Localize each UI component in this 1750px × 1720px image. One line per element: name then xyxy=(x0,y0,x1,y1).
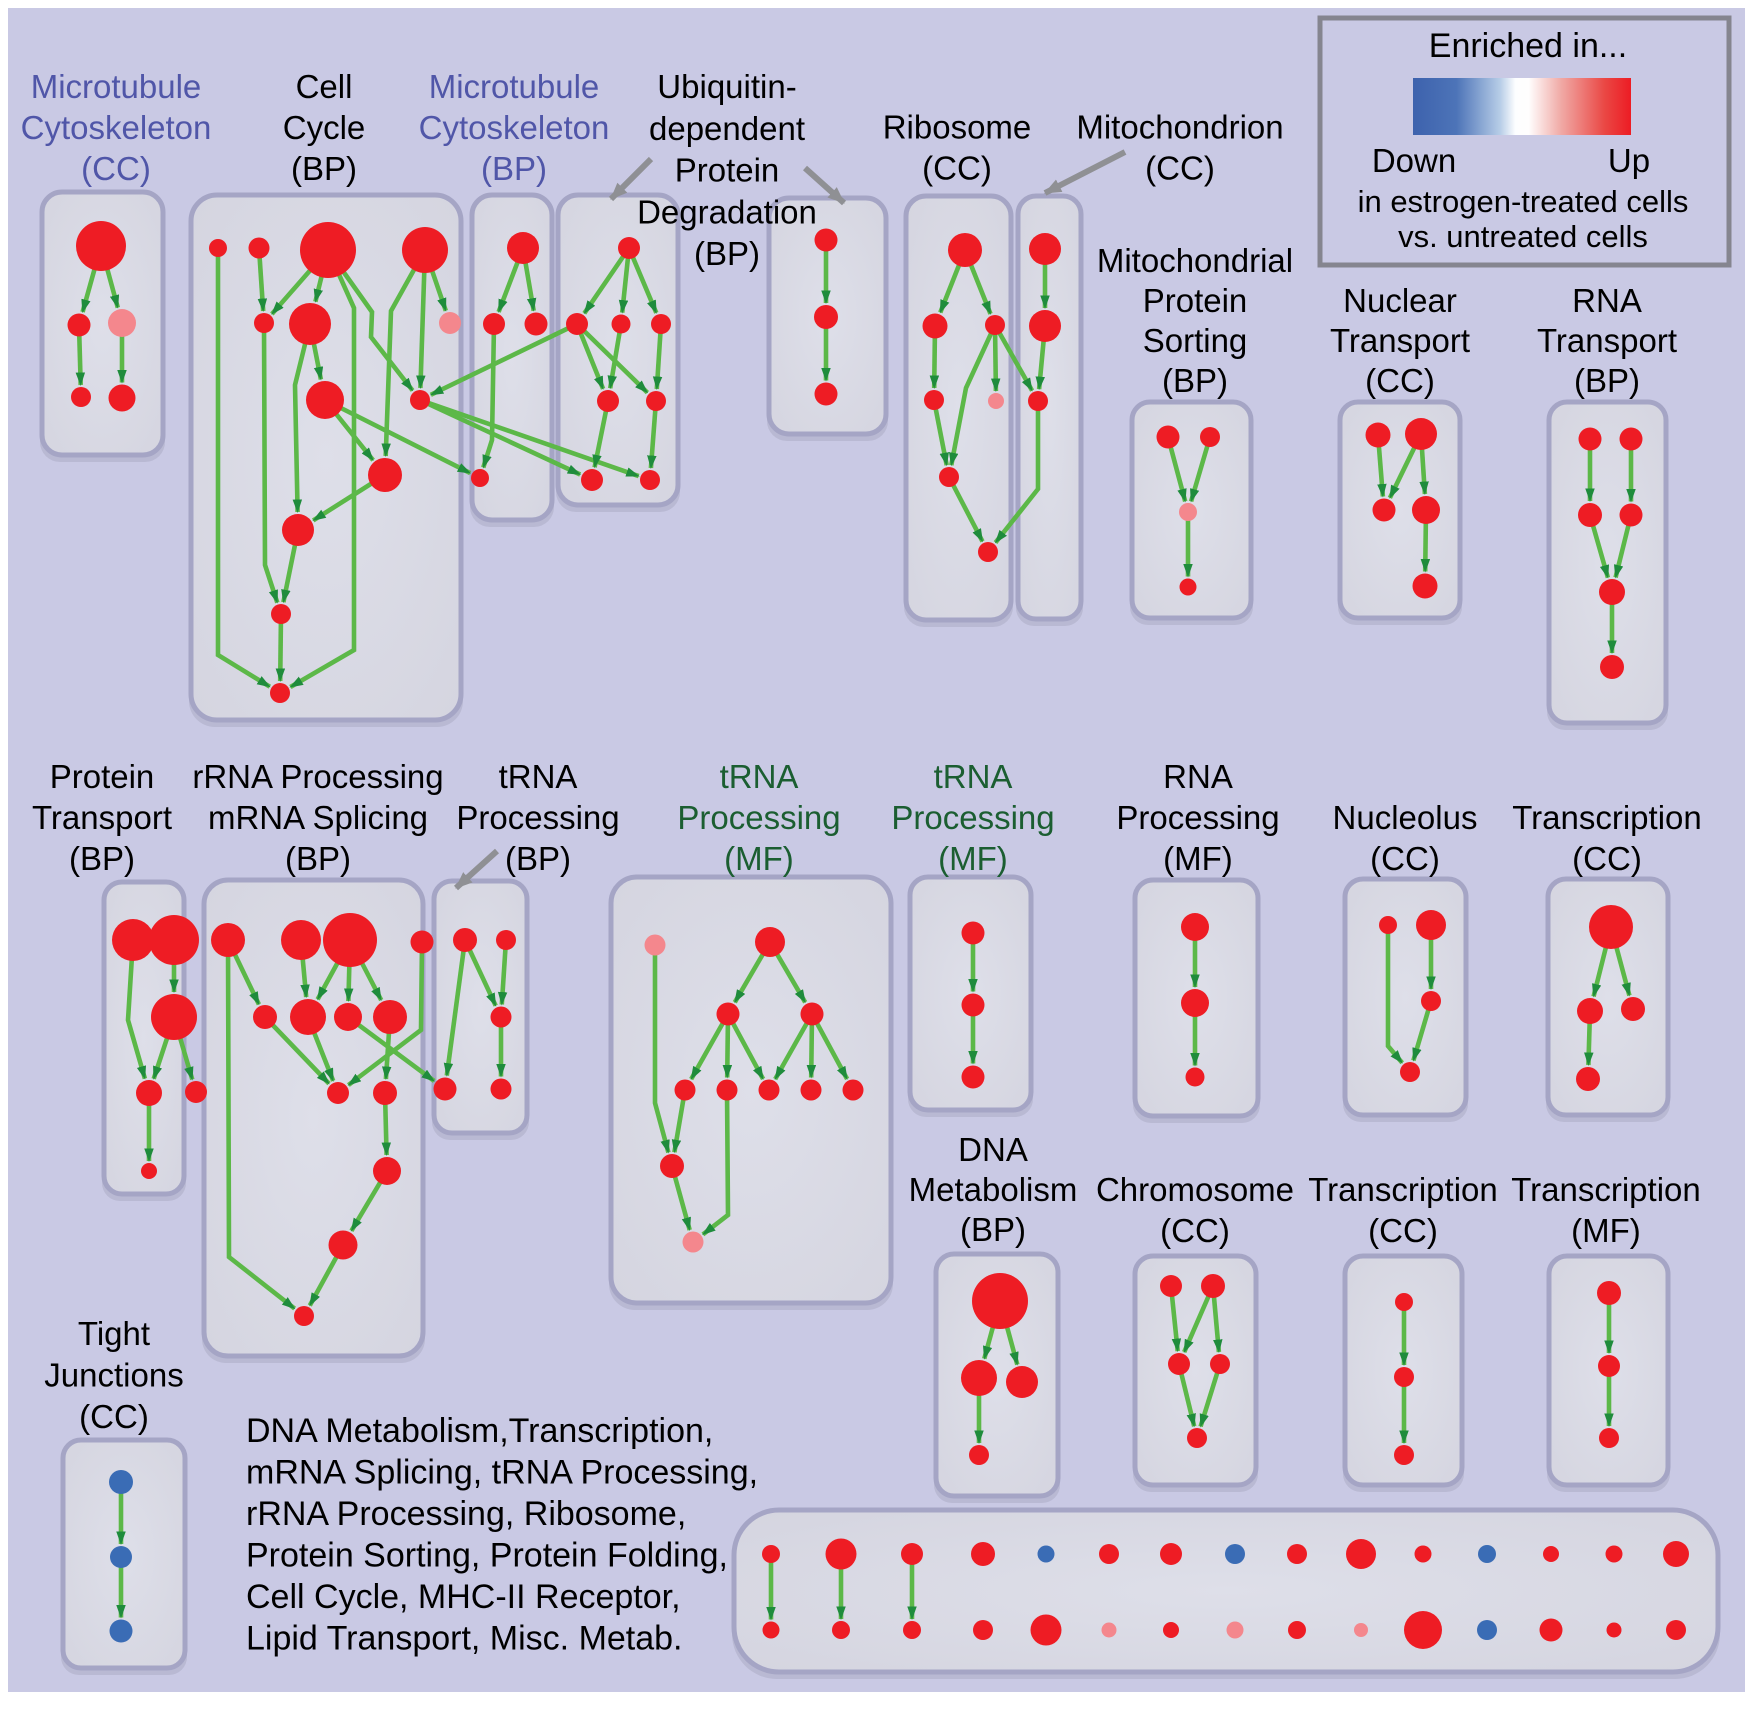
svg-text:Processing: Processing xyxy=(891,799,1054,836)
svg-text:(BP): (BP) xyxy=(505,840,571,877)
svg-text:Protein Sorting, Protein Foldi: Protein Sorting, Protein Folding, xyxy=(246,1537,728,1575)
svg-text:Lipid Transport, Misc. Metab.: Lipid Transport, Misc. Metab. xyxy=(246,1620,683,1658)
svg-text:Transcription: Transcription xyxy=(1308,1171,1498,1208)
svg-text:Cytoskeleton: Cytoskeleton xyxy=(419,109,610,146)
svg-text:(BP): (BP) xyxy=(1574,362,1640,399)
svg-text:Microtubule: Microtubule xyxy=(429,68,600,105)
svg-text:Transport: Transport xyxy=(1537,322,1677,359)
svg-text:Transcription: Transcription xyxy=(1511,1171,1701,1208)
svg-text:Metabolism: Metabolism xyxy=(909,1171,1078,1208)
svg-text:(BP): (BP) xyxy=(1162,362,1228,399)
svg-text:(BP): (BP) xyxy=(291,150,357,187)
svg-text:(CC): (CC) xyxy=(1368,1212,1438,1249)
svg-text:Processing: Processing xyxy=(1116,799,1279,836)
svg-text:(CC): (CC) xyxy=(1370,840,1440,877)
svg-text:Processing: Processing xyxy=(456,799,619,836)
svg-text:Ribosome: Ribosome xyxy=(883,109,1032,146)
svg-text:(MF): (MF) xyxy=(1163,840,1233,877)
svg-text:(CC): (CC) xyxy=(922,150,992,187)
svg-text:Enriched in...: Enriched in... xyxy=(1429,27,1627,65)
svg-text:Ubiquitin-: Ubiquitin- xyxy=(657,68,796,105)
svg-text:Cell: Cell xyxy=(296,68,353,105)
svg-text:tRNA: tRNA xyxy=(934,758,1013,795)
svg-text:(BP): (BP) xyxy=(960,1211,1026,1248)
svg-text:(BP): (BP) xyxy=(694,235,760,272)
svg-text:Tight: Tight xyxy=(78,1315,150,1352)
svg-text:Protein: Protein xyxy=(1143,282,1248,319)
svg-text:DNA Metabolism,Transcription,: DNA Metabolism,Transcription, xyxy=(246,1412,713,1450)
svg-text:(CC): (CC) xyxy=(81,150,151,187)
svg-text:in estrogen-treated cells: in estrogen-treated cells xyxy=(1358,184,1689,219)
svg-text:Protein: Protein xyxy=(50,758,155,795)
svg-text:tRNA: tRNA xyxy=(720,758,799,795)
svg-text:Nucleolus: Nucleolus xyxy=(1333,799,1478,836)
svg-text:dependent: dependent xyxy=(649,110,805,147)
svg-text:Mitochondrion: Mitochondrion xyxy=(1076,109,1283,146)
svg-text:(CC): (CC) xyxy=(1145,150,1215,187)
svg-text:Cytoskeleton: Cytoskeleton xyxy=(21,109,212,146)
svg-text:Down: Down xyxy=(1372,142,1456,179)
svg-text:(BP): (BP) xyxy=(481,150,547,187)
svg-text:Cell Cycle, MHC-II Receptor,: Cell Cycle, MHC-II Receptor, xyxy=(246,1578,681,1616)
svg-text:(CC): (CC) xyxy=(79,1398,149,1435)
svg-text:Mitochondrial: Mitochondrial xyxy=(1097,242,1293,279)
svg-text:Up: Up xyxy=(1608,142,1650,179)
svg-text:(CC): (CC) xyxy=(1365,362,1435,399)
svg-text:RNA: RNA xyxy=(1572,282,1642,319)
svg-text:Nuclear: Nuclear xyxy=(1343,282,1457,319)
svg-text:Chromosome: Chromosome xyxy=(1096,1171,1294,1208)
svg-text:(MF): (MF) xyxy=(1571,1212,1641,1249)
svg-text:Transport: Transport xyxy=(1330,322,1470,359)
svg-text:mRNA Splicing, tRNA Processing: mRNA Splicing, tRNA Processing, xyxy=(246,1454,758,1492)
svg-text:(BP): (BP) xyxy=(285,840,351,877)
svg-text:Transport: Transport xyxy=(32,799,172,836)
svg-text:rRNA Processing, Ribosome,: rRNA Processing, Ribosome, xyxy=(246,1495,686,1533)
svg-text:(CC): (CC) xyxy=(1160,1212,1230,1249)
svg-text:Cycle: Cycle xyxy=(283,109,366,146)
svg-text:Junctions: Junctions xyxy=(44,1357,183,1394)
svg-text:Microtubule: Microtubule xyxy=(31,68,202,105)
svg-text:Processing: Processing xyxy=(677,799,840,836)
svg-text:(MF): (MF) xyxy=(938,840,1008,877)
svg-text:RNA: RNA xyxy=(1163,758,1233,795)
svg-text:(CC): (CC) xyxy=(1572,840,1642,877)
svg-text:rRNA Processing: rRNA Processing xyxy=(192,758,443,795)
svg-text:DNA: DNA xyxy=(958,1131,1028,1168)
svg-text:Protein: Protein xyxy=(675,152,780,189)
svg-text:Sorting: Sorting xyxy=(1143,322,1248,359)
svg-text:Transcription: Transcription xyxy=(1512,799,1702,836)
svg-text:vs. untreated cells: vs. untreated cells xyxy=(1398,219,1648,254)
svg-text:(MF): (MF) xyxy=(724,840,794,877)
svg-text:mRNA Splicing: mRNA Splicing xyxy=(208,799,428,836)
svg-text:(BP): (BP) xyxy=(69,840,135,877)
svg-text:Degradation: Degradation xyxy=(637,193,817,230)
svg-text:tRNA: tRNA xyxy=(499,758,578,795)
